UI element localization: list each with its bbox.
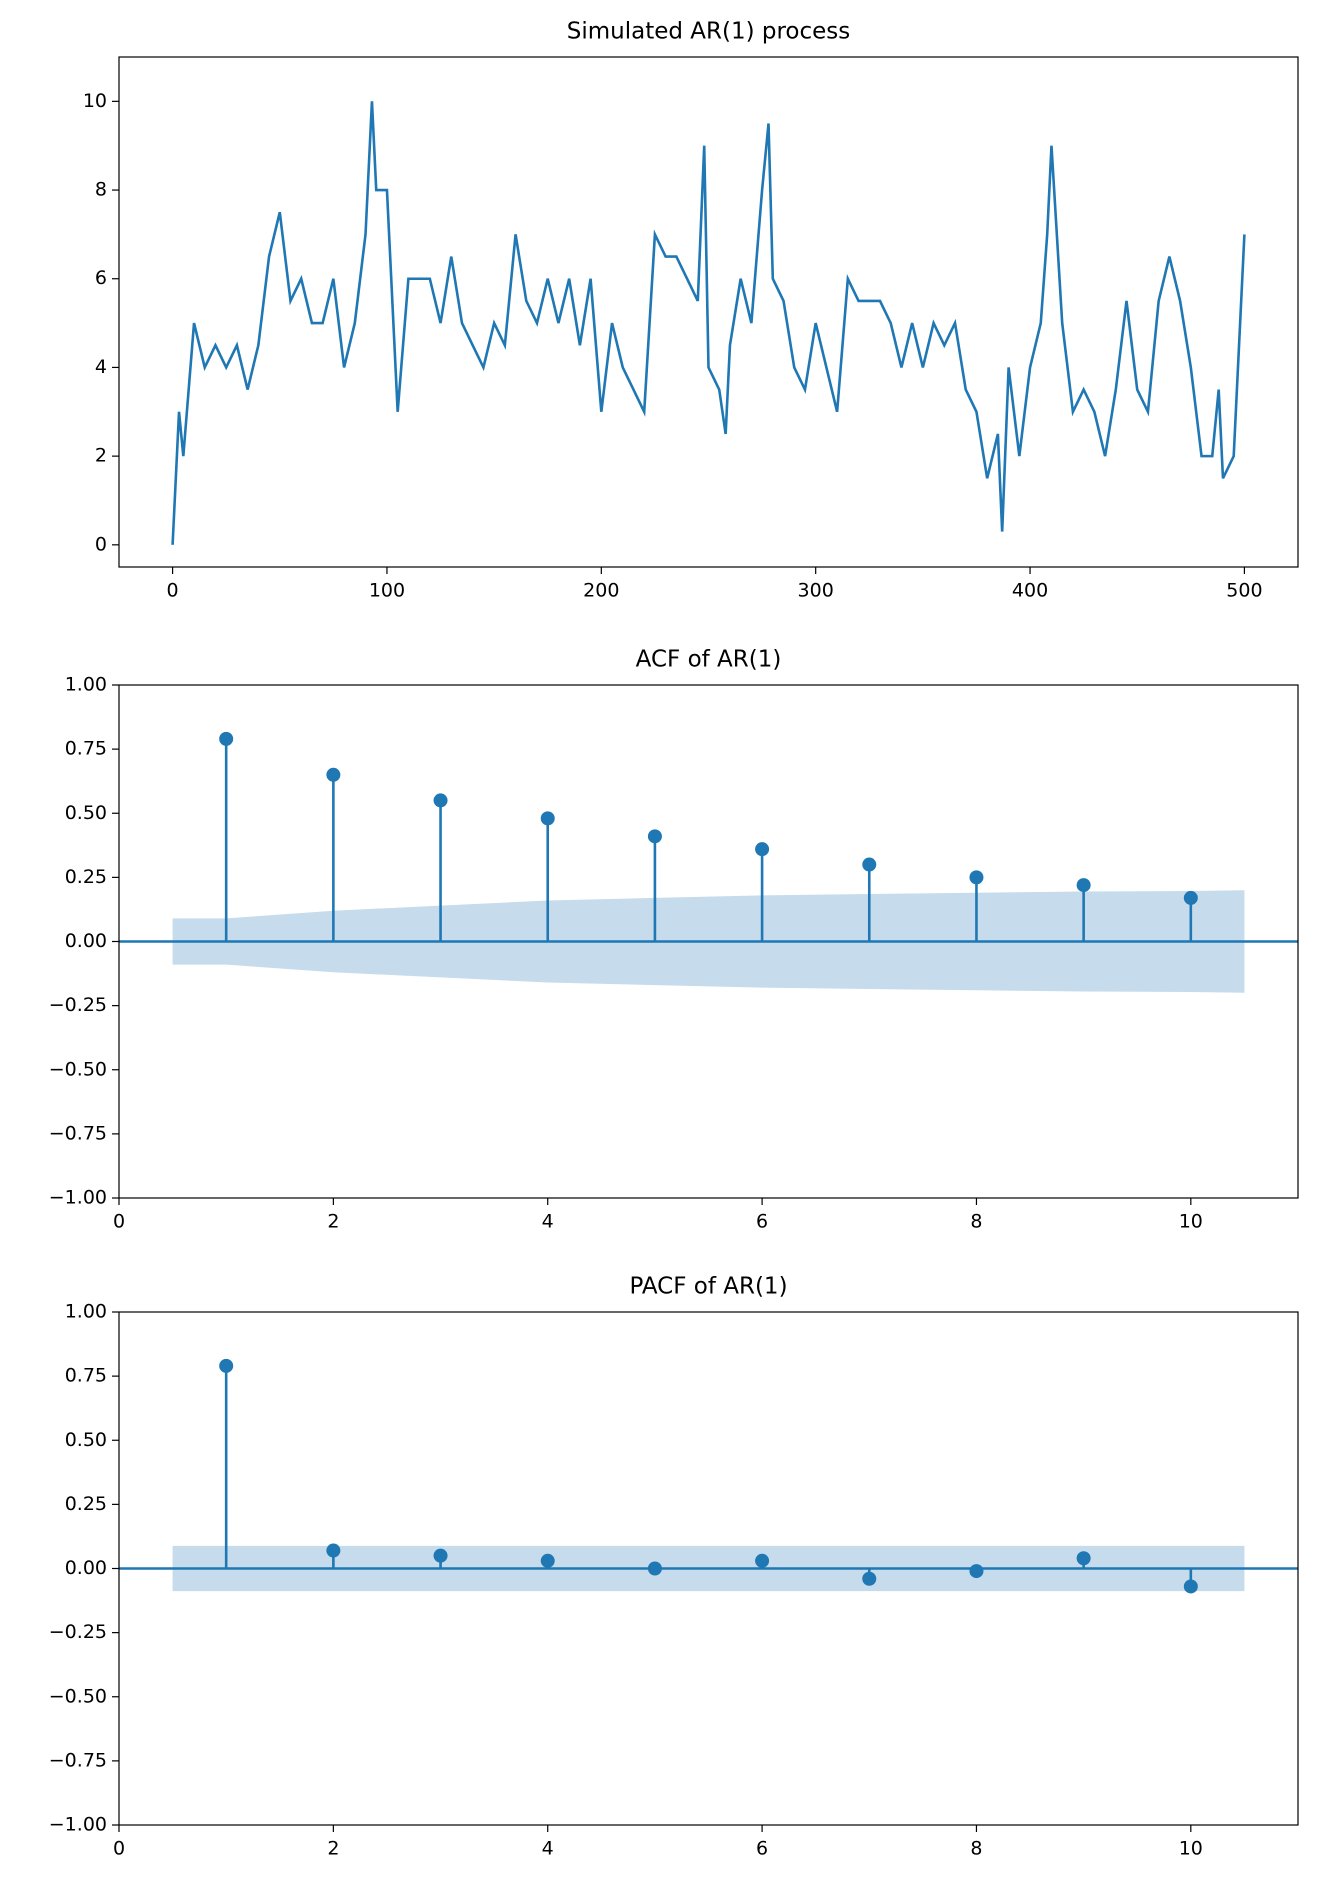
y-tick-label: 8	[95, 179, 107, 201]
y-tick-label: 0.25	[65, 1493, 107, 1515]
x-tick-label: 400	[1012, 580, 1048, 602]
x-tick-label: 8	[970, 1211, 982, 1233]
stem-marker	[755, 1553, 770, 1568]
chart-title: Simulated AR(1) process	[567, 19, 851, 45]
stem-marker	[1076, 1551, 1091, 1566]
stem-marker	[1183, 1579, 1198, 1594]
x-tick-label: 100	[369, 580, 405, 602]
stem-marker	[326, 767, 341, 782]
stem-marker	[647, 1561, 662, 1576]
stem-marker	[969, 870, 984, 885]
y-tick-label: 10	[83, 90, 107, 112]
y-tick-label: −1.00	[49, 1187, 107, 1209]
x-tick-label: 4	[542, 1838, 554, 1860]
stem-marker	[862, 1571, 877, 1586]
y-tick-label: 0	[95, 533, 107, 555]
y-tick-label: −0.75	[49, 1749, 107, 1771]
y-tick-label: −0.50	[49, 1685, 107, 1707]
stem-marker	[326, 1543, 341, 1558]
stem-marker	[540, 811, 555, 826]
y-tick-label: −0.25	[49, 994, 107, 1016]
x-tick-label: 10	[1179, 1211, 1203, 1233]
x-tick-label: 8	[970, 1838, 982, 1860]
chart-title: ACF of AR(1)	[636, 647, 782, 673]
y-tick-label: −0.75	[49, 1122, 107, 1144]
y-tick-label: 1.00	[65, 1301, 107, 1323]
stem-marker	[1076, 878, 1091, 893]
x-tick-label: 10	[1179, 1838, 1203, 1860]
y-tick-label: −0.50	[49, 1058, 107, 1080]
x-tick-label: 0	[113, 1838, 125, 1860]
stem-marker	[862, 857, 877, 872]
y-tick-label: −0.25	[49, 1621, 107, 1643]
y-tick-label: 4	[95, 356, 107, 378]
y-tick-label: 0.50	[65, 1429, 107, 1451]
stem-marker	[219, 1358, 234, 1373]
y-tick-label: 0.00	[65, 1557, 107, 1579]
y-tick-label: 1.00	[65, 674, 107, 696]
x-tick-label: 6	[756, 1211, 768, 1233]
stem-marker	[433, 1548, 448, 1563]
y-tick-label: −1.00	[49, 1814, 107, 1836]
y-tick-label: 2	[95, 445, 107, 467]
x-tick-label: 0	[167, 580, 179, 602]
x-tick-label: 4	[542, 1211, 554, 1233]
series-line	[171, 101, 1246, 545]
x-tick-label: 2	[327, 1838, 339, 1860]
y-tick-label: 0.50	[65, 802, 107, 824]
stem-marker	[540, 1553, 555, 1568]
y-tick-label: 0.25	[65, 866, 107, 888]
stem-marker	[433, 793, 448, 808]
x-tick-label: 500	[1226, 580, 1262, 602]
stem-marker	[969, 1564, 984, 1579]
y-tick-label: 0.75	[65, 1365, 107, 1387]
y-tick-label: 0.00	[65, 930, 107, 952]
plot-frame	[118, 56, 1299, 568]
plot-frame	[118, 1311, 1299, 1826]
stem-marker	[755, 842, 770, 857]
x-tick-label: 200	[583, 580, 619, 602]
x-tick-label: 300	[798, 580, 834, 602]
stem-marker	[219, 731, 234, 746]
y-tick-label: 0.75	[65, 738, 107, 760]
stem-marker	[647, 829, 662, 844]
plot-frame	[118, 684, 1299, 1199]
x-tick-label: 6	[756, 1838, 768, 1860]
x-tick-label: 2	[327, 1211, 339, 1233]
chart-title: PACF of AR(1)	[629, 1274, 787, 1300]
stem-marker	[1183, 890, 1198, 905]
y-tick-label: 6	[95, 267, 107, 289]
x-tick-label: 0	[113, 1211, 125, 1233]
